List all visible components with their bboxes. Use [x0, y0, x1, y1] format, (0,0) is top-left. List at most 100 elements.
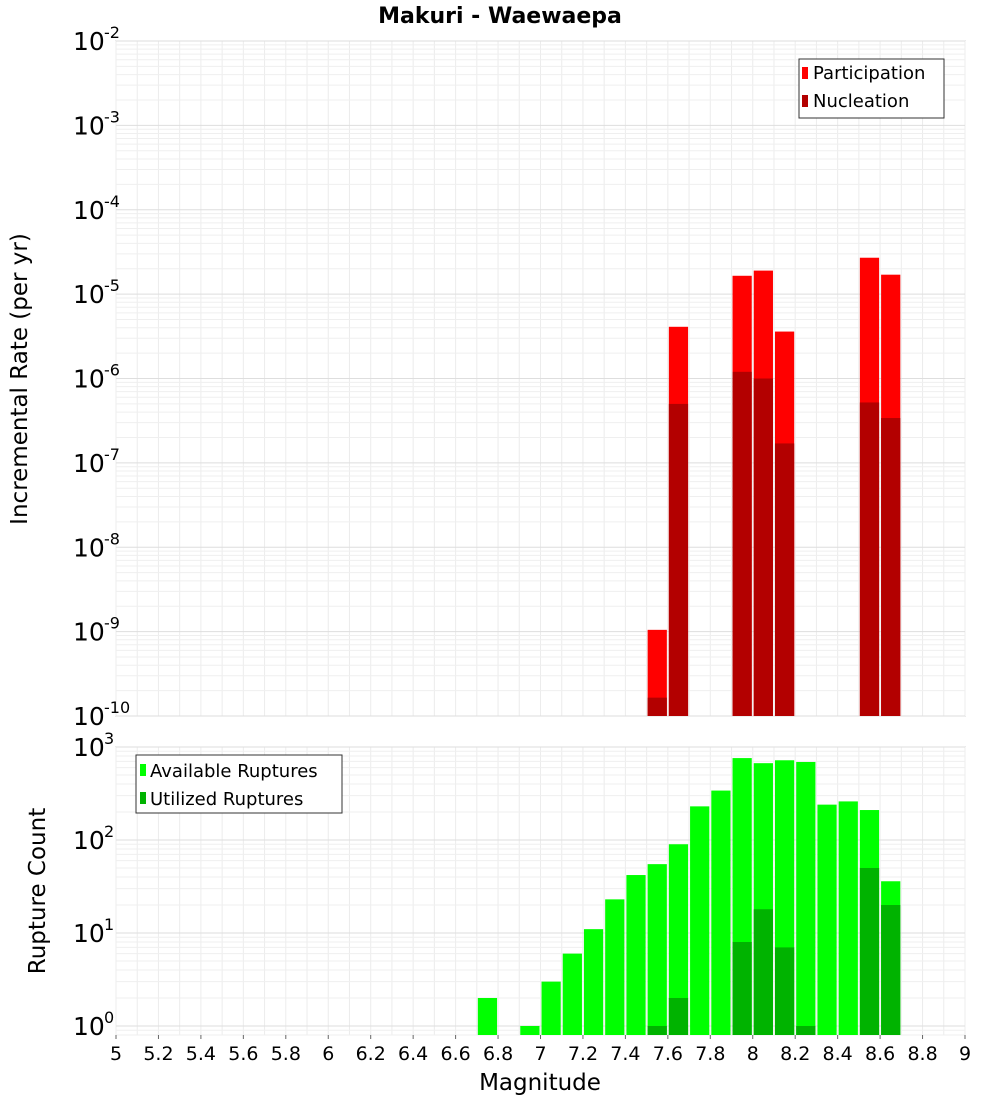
- bottom-y-tick-exponent: 3: [104, 729, 114, 748]
- legend-nucleation-label: Nucleation: [813, 91, 909, 112]
- top-y-tick-label: 10: [73, 365, 105, 394]
- top-gridlines: [115, 40, 966, 717]
- bottom-bar-available-ruptures: [626, 875, 646, 1035]
- top-y-tick-exponent: -3: [104, 107, 120, 126]
- top-bars: [647, 257, 901, 716]
- bottom-bar-available-ruptures: [838, 801, 858, 1035]
- bottom-bar-available-ruptures: [520, 1025, 540, 1035]
- top-y-tick-exponent: -8: [104, 529, 120, 548]
- x-tick-label: 5: [110, 1043, 122, 1065]
- top-bar-nucleation: [647, 697, 667, 716]
- bottom-y-tick-exponent: 2: [104, 822, 114, 841]
- x-tick-label: 7.6: [653, 1043, 683, 1065]
- bottom-legend-box: [135, 754, 343, 814]
- bottom-bar-utilized-ruptures: [774, 947, 795, 1035]
- top-bar-nucleation: [732, 371, 752, 716]
- bottom-y-tick-label: 10: [73, 919, 105, 948]
- top-y-tick-label: 10: [73, 280, 105, 309]
- x-tick-label: 5.2: [143, 1043, 173, 1065]
- bottom-bar-available-ruptures: [690, 806, 710, 1035]
- top-y-tick-label: 10: [73, 111, 105, 140]
- bottom-bar-utilized-ruptures: [859, 867, 880, 1035]
- x-tick-label: 6.8: [483, 1043, 513, 1065]
- x-tick-label: 6.4: [398, 1043, 428, 1065]
- bottom-y-axis-label: Rupture Count: [25, 808, 51, 974]
- x-tick-label: 5.6: [228, 1043, 258, 1065]
- top-y-tick-label: 10: [73, 702, 105, 731]
- top-y-tick-label: 10: [73, 196, 105, 225]
- bottom-y-tick-label: 10: [73, 733, 105, 762]
- top-y-tick-label: 10: [73, 533, 105, 562]
- top-y-tick-exponent: -5: [104, 276, 120, 295]
- top-y-axis-label: Incremental Rate (per yr): [7, 233, 33, 525]
- top-bar-nucleation: [753, 378, 773, 716]
- x-tick-label: 8.4: [823, 1043, 853, 1065]
- bottom-bar-available-ruptures: [647, 864, 667, 1035]
- x-tick-label: 7.2: [568, 1043, 598, 1065]
- x-tick-label: 8.6: [865, 1043, 895, 1065]
- x-tick-label: 9: [959, 1043, 971, 1065]
- bottom-bar-utilized-ruptures: [647, 1025, 667, 1035]
- top-bar-nucleation: [774, 443, 795, 716]
- x-tick-label: 6.2: [356, 1043, 386, 1065]
- x-tick-label: 7: [534, 1043, 546, 1065]
- x-tick-label: 7.8: [695, 1043, 725, 1065]
- bottom-bars: [477, 758, 901, 1035]
- bottom-bar-utilized-ruptures: [668, 997, 689, 1035]
- top-y-tick-exponent: -7: [104, 445, 120, 464]
- bottom-bar-utilized-ruptures: [796, 1025, 816, 1035]
- top-legend-box: [798, 58, 945, 119]
- x-ticks: 5 5.2 5.4 5.6 5.8 6 6.2 6.4 6.6 6.8 7 7.2 7.4 7.6 7.8 8…: [110, 1035, 971, 1065]
- bottom-bar-utilized-ruptures: [753, 909, 773, 1035]
- bottom-bar-available-ruptures: [477, 997, 498, 1035]
- legend-participation-label: Participation: [813, 63, 925, 84]
- top-y-tick-exponent: -9: [104, 614, 120, 633]
- legend-nucleation-swatch: [802, 95, 808, 107]
- top-bar-nucleation: [881, 418, 901, 716]
- legend-utilized-swatch: [140, 792, 146, 804]
- bottom-bar-available-ruptures: [668, 844, 689, 1035]
- bottom-bar-available-ruptures: [605, 899, 625, 1035]
- x-tick-label: 6: [322, 1043, 334, 1065]
- legend-available-label: Available Ruptures: [150, 761, 318, 782]
- bottom-legend: Available Ruptures Utilized Ruptures: [135, 754, 343, 814]
- top-bar-participation: [647, 629, 667, 716]
- chart-title: Makuri - Waewaepa: [378, 4, 622, 29]
- top-y-tick-label: 10: [73, 449, 105, 478]
- x-axis-label: Magnitude: [479, 1070, 601, 1096]
- x-tick-label: 8.8: [907, 1043, 937, 1065]
- top-y-tick-exponent: -2: [104, 23, 120, 42]
- top-y-tick-label: 10: [73, 618, 105, 647]
- bottom-y-tick-label: 10: [73, 826, 105, 855]
- legend-utilized-label: Utilized Ruptures: [150, 789, 303, 810]
- x-tick-label: 8: [747, 1043, 759, 1065]
- bottom-y-tick-label: 10: [73, 1012, 105, 1041]
- x-tick-label: 5.4: [186, 1043, 216, 1065]
- bottom-bar-available-ruptures: [817, 804, 837, 1035]
- bottom-y-tick-exponent: 0: [104, 1008, 114, 1027]
- bottom-bar-utilized-ruptures: [881, 904, 901, 1035]
- bottom-bar-available-ruptures: [541, 981, 561, 1035]
- top-y-tick-label: 10: [73, 27, 105, 56]
- top-y-ticks: 10-210-310-410-510-610-710-810-910-10: [73, 23, 130, 731]
- bottom-bar-available-ruptures: [583, 929, 604, 1035]
- x-tick-label: 5.8: [271, 1043, 301, 1065]
- top-y-tick-exponent: -4: [104, 192, 120, 211]
- top-legend: Participation Nucleation: [798, 58, 945, 119]
- x-tick-label: 7.4: [610, 1043, 640, 1065]
- legend-participation-swatch: [802, 67, 808, 79]
- bottom-y-tick-exponent: 1: [104, 915, 114, 934]
- top-bar-nucleation: [859, 402, 880, 716]
- bottom-bar-available-ruptures: [562, 953, 582, 1035]
- bottom-bar-utilized-ruptures: [732, 942, 752, 1035]
- top-y-tick-exponent: -10: [104, 698, 130, 717]
- x-tick-label: 6.6: [440, 1043, 470, 1065]
- bottom-bar-available-ruptures: [711, 790, 731, 1035]
- top-y-tick-exponent: -6: [104, 361, 120, 380]
- legend-available-swatch: [140, 764, 146, 776]
- bottom-bar-available-ruptures: [796, 761, 816, 1035]
- x-tick-label: 8.2: [780, 1043, 810, 1065]
